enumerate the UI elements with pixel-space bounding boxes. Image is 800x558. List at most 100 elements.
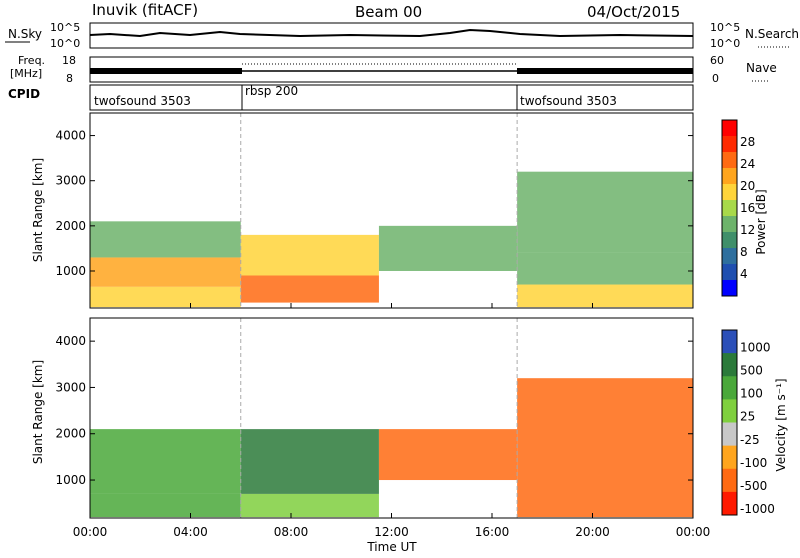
velocity-region-3 — [240, 493, 379, 518]
nsearch-label: N.Search — [745, 27, 799, 41]
x-tick-label-1: 04:00 — [173, 525, 208, 539]
power-colorbar-tick-6: 4 — [740, 267, 748, 281]
velocity-plot — [90, 318, 693, 518]
nsky-tick-bottom: 10^0 — [50, 37, 80, 50]
power-colorbar-cell-6 — [722, 216, 737, 233]
power-colorbar-label: Power [dB] — [754, 189, 768, 254]
power-colorbar-tick-2: 20 — [740, 179, 755, 193]
cpid-panel-frame — [89, 84, 694, 111]
velocity-colorbar-cell-1 — [722, 353, 737, 377]
velocity-colorbar-cell-6 — [722, 468, 737, 493]
power-colorbar-cell-10 — [722, 280, 737, 297]
velocity-colorbar-tick-3: 25 — [740, 410, 755, 424]
nave-tick-top: 60 — [710, 54, 724, 67]
power-region-1 — [90, 257, 241, 287]
power-colorbar-tick-1: 24 — [740, 157, 755, 171]
cpid-segment-1: twofsound 3503 — [94, 94, 191, 108]
power-colorbar-tick-4: 12 — [740, 223, 755, 237]
velocity-region-4 — [378, 429, 518, 481]
x-tick-label-6: 00:00 — [676, 525, 711, 539]
velocity-colorbar-frame — [721, 329, 738, 516]
velocity-ytick-label-3: 1000 — [55, 473, 86, 487]
velocity-region-0 — [90, 493, 241, 518]
velocity-region-2 — [240, 429, 379, 494]
power-region-6 — [517, 284, 693, 308]
date-title: 04/Oct/2015 — [587, 3, 680, 21]
freq-trace-3 — [517, 68, 693, 74]
freq-tick-top: 18 — [62, 54, 76, 67]
nsky-tick-top: 10^5 — [50, 21, 80, 34]
velocity-colorbar-cell-0 — [722, 330, 737, 354]
power-colorbar-tick-3: 16 — [740, 201, 755, 215]
velocity-yticks: 4000 3000 2000 1000 — [55, 334, 693, 487]
power-colorbar: 28 24 20 16 12 8 4 — [721, 119, 755, 297]
power-colorbar-tick-0: 28 — [740, 135, 755, 149]
cpid-segment-3: twofsound 3503 — [520, 94, 617, 108]
power-colorbar-tick-5: 8 — [740, 245, 748, 259]
power-colorbar-cell-3 — [722, 168, 737, 185]
velocity-colorbar-cell-3 — [722, 399, 737, 423]
x-tick-label-3: 12:00 — [374, 525, 409, 539]
freq-trace-1 — [90, 68, 242, 74]
power-colorbar-cell-9 — [722, 264, 737, 281]
power-colorbar-cell-5 — [722, 200, 737, 217]
station-title: Inuvik (fitACF) — [92, 1, 198, 19]
nsearch-tick-bottom: 10^0 — [710, 37, 740, 50]
power-colorbar-cell-2 — [722, 152, 737, 169]
velocity-ytick-label-1: 3000 — [55, 380, 86, 394]
power-region-4 — [240, 234, 379, 276]
x-tick-label-0: 00:00 — [73, 525, 108, 539]
velocity-ytick-label-2: 2000 — [55, 427, 86, 441]
cpid-segment-2: rbsp 200 — [245, 84, 298, 98]
power-colorbar-cell-0 — [722, 120, 737, 137]
power-yticks: 4000 3000 2000 1000 — [55, 129, 693, 278]
power-ytick-label-2: 2000 — [55, 219, 86, 233]
velocity-region-5 — [517, 378, 693, 518]
velocity-colorbar-label: Velocity [m s⁻¹] — [774, 378, 788, 471]
freq-label-top: Freq. — [18, 54, 45, 67]
nsearch-tick-top: 10^5 — [710, 21, 740, 34]
velocity-colorbar-cell-2 — [722, 376, 737, 400]
velocity-colorbar-tick-2: 100 — [740, 387, 763, 401]
power-ytick-label-1: 3000 — [55, 174, 86, 188]
velocity-colorbar-tick-5: -100 — [740, 456, 767, 470]
power-ytick-label-3: 1000 — [55, 264, 86, 278]
power-colorbar-frame — [721, 119, 738, 297]
nave-label: Nave — [746, 61, 777, 75]
power-region-8 — [517, 171, 693, 253]
velocity-region-1 — [90, 429, 241, 494]
power-colorbar-cell-8 — [722, 248, 737, 265]
velocity-colorbar-cell-7 — [722, 491, 737, 516]
velocity-ytick-label-0: 4000 — [55, 334, 86, 348]
velocity-colorbar: 1000 500 100 25 -25 -100 -500 -1000 — [721, 329, 775, 516]
power-colorbar-cell-4 — [722, 184, 737, 201]
nsky-label: N.Sky — [8, 27, 42, 41]
power-region-0 — [90, 286, 241, 308]
power-region-5 — [378, 225, 518, 271]
power-region-7 — [517, 252, 693, 285]
power-ytick-label-0: 4000 — [55, 129, 86, 143]
velocity-colorbar-tick-7: -1000 — [740, 502, 775, 516]
power-region-2 — [90, 221, 241, 258]
velocity-colorbar-tick-4: -25 — [740, 433, 760, 447]
power-region-3 — [240, 275, 379, 303]
nsky-trace — [89, 28, 694, 38]
x-axis-label: Time UT — [366, 540, 417, 554]
velocity-colorbar-tick-6: -500 — [740, 479, 767, 493]
x-tick-label-5: 20:00 — [575, 525, 610, 539]
velocity-colorbar-tick-0: 1000 — [740, 340, 771, 354]
x-axis-ticks: 00:00 04:00 08:00 12:00 16:00 20:00 00:00 — [73, 303, 711, 539]
freq-tick-bottom: 8 — [66, 72, 73, 85]
power-colorbar-cell-7 — [722, 232, 737, 249]
power-ylabel: Slant Range [km] — [31, 158, 45, 262]
x-tick-label-2: 08:00 — [274, 525, 309, 539]
velocity-colorbar-cell-5 — [722, 445, 737, 470]
x-tick-label-4: 16:00 — [475, 525, 510, 539]
velocity-colorbar-cell-4 — [722, 422, 737, 447]
velocity-colorbar-tick-1: 500 — [740, 363, 763, 377]
velocity-ylabel: Slant Range [km] — [31, 360, 45, 464]
nave-tick-bottom: 0 — [712, 72, 719, 85]
freq-label-bottom: [MHz] — [10, 67, 42, 80]
beam-title: Beam 00 — [355, 3, 422, 21]
